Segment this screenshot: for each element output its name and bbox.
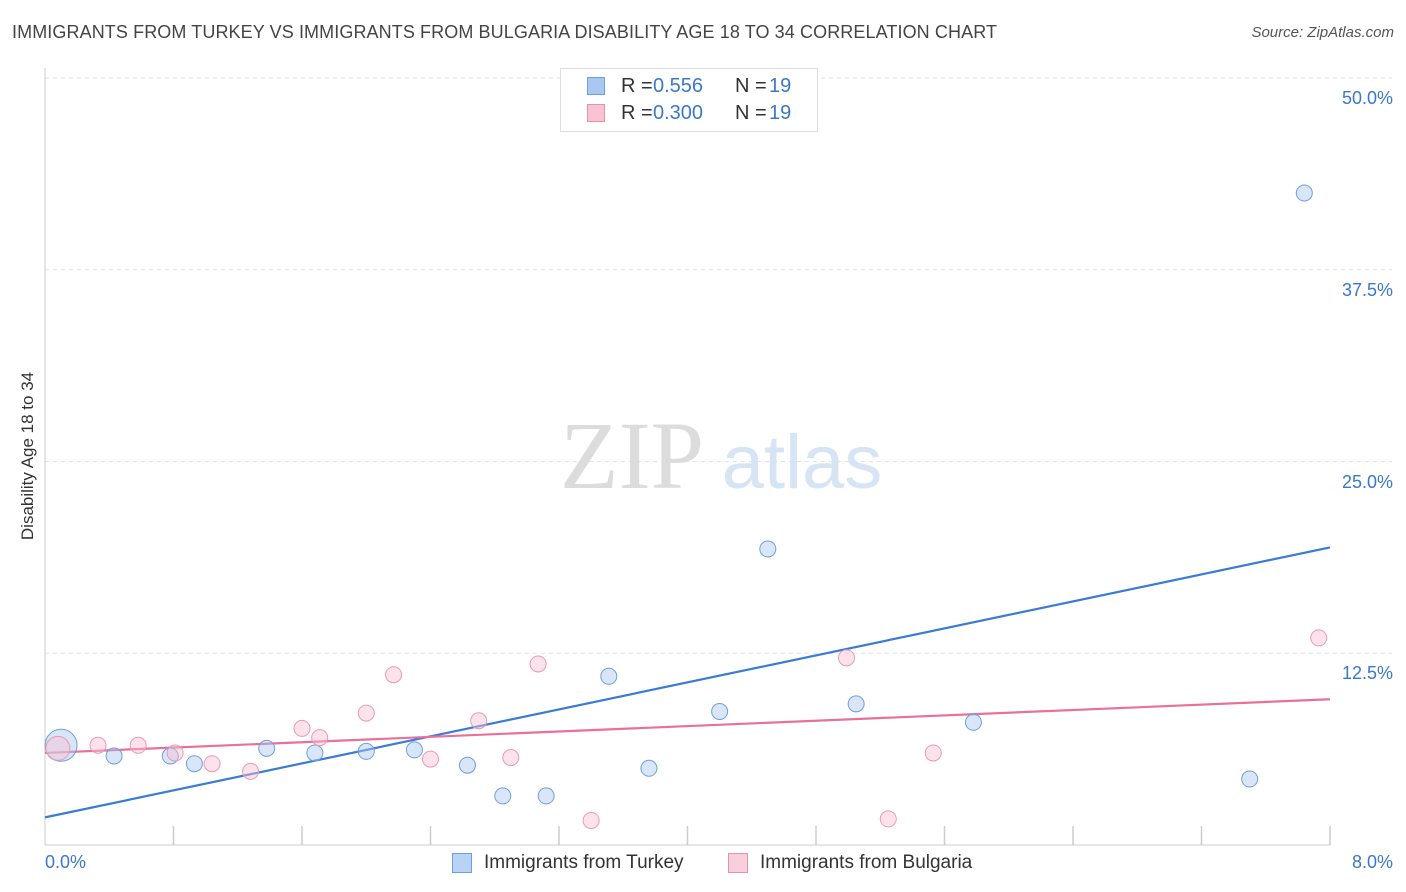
watermark-zip: ZIP [560,402,704,509]
y-tick-label: 12.5% [1341,663,1393,684]
y-axis-label: Disability Age 18 to 34 [18,371,37,541]
data-point-bulgaria [89,736,107,754]
data-point-turkey [847,695,865,713]
axes [44,68,1331,846]
data-point-turkey [405,741,423,759]
data-point-bulgaria [45,735,71,761]
r-label: R = [621,102,653,124]
data-point-turkey [458,756,476,774]
data-point-turkey [711,703,729,721]
legend-label-turkey: Immigrants from Turkey [484,852,684,873]
trend-line-bulgaria [44,698,1331,755]
n-value: 19 [769,75,792,97]
data-point-bulgaria [166,744,184,762]
stats-legend: R = 0.556 N = 19 R = 0.300 N = 19 [560,68,818,132]
data-point-turkey [185,755,203,773]
data-point-turkey [258,739,276,757]
legend-label-bulgaria: Immigrants from Bulgaria [760,852,973,873]
data-point-bulgaria [357,704,375,722]
data-point-turkey [105,747,123,765]
data-point-turkey [357,742,375,760]
data-point-bulgaria [422,750,439,768]
y-tick-label: 37.5% [1341,279,1393,300]
data-point-bulgaria [311,729,329,747]
x-tick-label-min: 0.0% [45,852,87,872]
data-point-bulgaria [385,666,403,684]
data-point-bulgaria [879,810,897,828]
watermark-atlas: atlas [722,420,883,505]
data-point-bulgaria [582,811,600,829]
data-point-turkey [964,713,982,731]
n-value: 19 [769,102,792,124]
legend-swatch-turkey [587,77,605,95]
y-tick-label: 50.0% [1341,88,1393,108]
data-point-bulgaria [470,712,488,730]
grid-lines [45,77,1392,654]
n-label: N = [735,102,767,124]
chart-title: IMMIGRANTS FROM TURKEY VS IMMIGRANTS FRO… [12,22,998,42]
data-point-turkey [759,540,777,558]
data-point-turkey [1241,770,1259,788]
source-credit: Source: ZipAtlas.com [1251,24,1394,41]
legend-swatch-bulgaria [587,104,605,122]
data-point-turkey [537,787,555,805]
data-point-turkey [494,787,512,805]
data-point-turkey [640,759,658,777]
data-point-turkey [306,744,324,762]
data-point-bulgaria [129,736,147,754]
data-point-bulgaria [203,755,221,773]
trend-lines [44,546,1331,819]
r-label: R = [621,75,653,97]
data-points [44,184,1328,829]
data-point-bulgaria [838,649,856,667]
n-label: N = [735,75,767,97]
legend-swatch-bulgaria [728,853,748,873]
data-point-bulgaria [293,719,311,737]
data-point-turkey [600,667,618,685]
x-tick-label-max: 8.0% [1351,852,1393,872]
r-value: 0.556 [653,75,704,97]
legend-swatch-turkey [452,853,472,873]
data-point-turkey [1295,184,1313,202]
data-point-bulgaria [924,744,942,762]
data-point-bulgaria [502,749,520,767]
trend-line-turkey [44,546,1331,819]
r-value: 0.300 [653,102,704,124]
data-point-bulgaria [529,655,547,673]
y-tick-label: 25.0% [1341,471,1393,492]
watermark: ZIP atlas [560,402,882,509]
data-point-turkey [161,747,179,765]
data-point-bulgaria [242,762,260,780]
data-point-bulgaria [1310,629,1328,647]
